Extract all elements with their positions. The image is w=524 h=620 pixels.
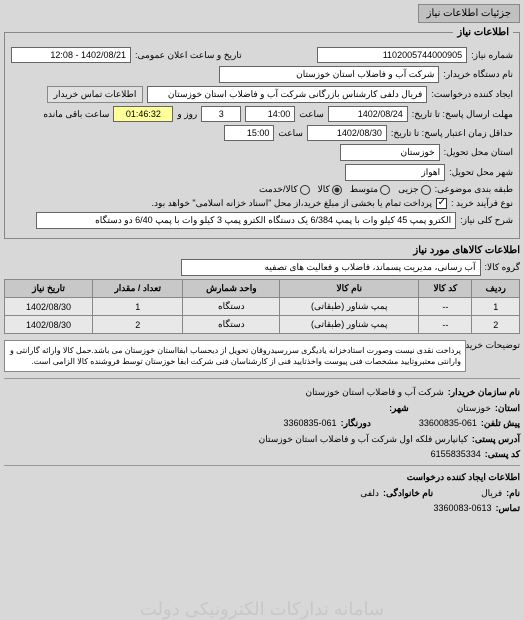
org-name-value: شرکت آب و فاضلاب استان خوزستان	[306, 385, 444, 399]
bottom-section: نام سازمان خریدار: شرکت آب و فاضلاب استا…	[4, 385, 520, 515]
b-province-value: خوزستان	[457, 401, 491, 415]
cell: دستگاه	[183, 298, 280, 316]
city-value: اهواز	[345, 164, 445, 181]
radio-partial[interactable]: جزیی	[398, 184, 431, 195]
cell: 1	[472, 298, 520, 316]
cell: 2	[472, 316, 520, 334]
city-label: شهر محل تحویل:	[449, 167, 513, 178]
package-radio-group: جزیی متوسط کالا کالا/خدمت	[259, 184, 431, 195]
b-address-value: کیانپارس فلکه اول شرکت آب و فاضلاب استان…	[259, 432, 468, 446]
days-value: 3	[201, 106, 241, 122]
request-no-value: 1102005744000905	[317, 47, 467, 63]
th-date: تاریخ نیاز	[5, 280, 93, 298]
time-label-2: ساعت	[278, 128, 303, 139]
b-postcode-label: کد پستی:	[485, 447, 520, 461]
info-fieldset: اطلاعات نیاز شماره نیاز: 110200574400090…	[4, 27, 520, 239]
time-label-1: ساعت	[299, 109, 324, 120]
delivery-date-value: 1402/08/30	[307, 125, 387, 141]
province-value: خوزستان	[340, 144, 440, 161]
watermark: سامانه تدارکات الکترونیکی دولت	[140, 599, 384, 620]
remaining-label: ساعت باقی مانده	[43, 109, 109, 120]
b-tel-value: 3360083-0613	[434, 501, 492, 515]
radio-medium[interactable]: متوسط	[350, 184, 390, 195]
radio-partial-label: جزیی	[398, 184, 419, 195]
cell: --	[419, 316, 472, 334]
cell: پمپ شناور (طبقاتی)	[280, 316, 419, 334]
cell: --	[419, 298, 472, 316]
payment-checkbox[interactable]	[436, 198, 447, 209]
b-lname-label: نام خانوادگی:	[383, 486, 433, 500]
requester-label: ایجاد کننده درخواست:	[431, 89, 513, 100]
days-label: روز و	[177, 109, 197, 120]
cell: پمپ شناور (طبقاتی)	[280, 298, 419, 316]
b-phone-label: پیش تلفن:	[481, 416, 520, 430]
delivery-label: حداقل زمان اعتبار پاسخ: تا تاریخ:	[391, 128, 513, 139]
org-name-label: نام سازمان خریدار:	[448, 385, 520, 399]
radio-medium-label: متوسط	[350, 184, 378, 195]
province-label: استان محل تحویل:	[444, 147, 513, 158]
cell: 1402/08/30	[5, 316, 93, 334]
group-label: گروه کالا:	[485, 262, 520, 273]
buyer-org-value: شرکت آب و فاضلاب استان خوزستان	[219, 66, 439, 83]
desc-value: الکترو پمپ 45 کیلو وات با پمپ 6/384 یک د…	[36, 212, 456, 229]
b-fax-label: دورنگار:	[341, 416, 371, 430]
payment-note: پرداخت تمام یا بخشی از مبلغ خرید،از محل …	[152, 198, 432, 209]
radio-service-label: کالا/خدمت	[259, 184, 298, 195]
cell: دستگاه	[183, 316, 280, 334]
goods-table: ردیف کد کالا نام کالا واحد شمارش تعداد /…	[4, 279, 520, 334]
deadline-label: مهلت ارسال پاسخ: تا تاریخ:	[412, 109, 513, 120]
th-qty: تعداد / مقدار	[93, 280, 183, 298]
remaining-time-value: 01:46:32	[113, 106, 173, 122]
public-date-label: تاریخ و ساعت اعلان عمومی:	[135, 50, 242, 61]
b-name-value: فریال	[481, 486, 502, 500]
public-date-value: 1402/08/21 - 12:08	[11, 47, 131, 63]
b-hr1: اطلاعات ایجاد کننده درخواست	[4, 470, 520, 484]
radio-full-label: کالا	[318, 184, 330, 195]
th-unit: واحد شمارش	[183, 280, 280, 298]
buyer-org-label: نام دستگاه خریدار:	[443, 69, 513, 80]
radio-service[interactable]: کالا/خدمت	[259, 184, 310, 195]
buyer-contact-button[interactable]: اطلاعات تماس خریدار	[47, 86, 144, 103]
fieldset-legend: اطلاعات نیاز	[453, 27, 513, 38]
b-name-label: نام:	[506, 486, 520, 500]
th-row: ردیف	[472, 280, 520, 298]
group-value: آب رسانی، مدیریت پسماند، فاضلاب و فعالیت…	[181, 259, 481, 276]
table-row: 2 -- پمپ شناور (طبقاتی) دستگاه 2 1402/08…	[5, 316, 520, 334]
th-code: کد کالا	[419, 280, 472, 298]
desc-label: شرح کلی نیاز:	[460, 215, 513, 226]
deadline-date-value: 1402/08/24	[328, 106, 408, 122]
requester-value: فریال دلفی کارشناس بازرگانی شرکت آب و فا…	[147, 86, 427, 103]
goods-section-title: اطلاعات کالاهای مورد نیاز	[4, 245, 520, 256]
cell: 1402/08/30	[5, 298, 93, 316]
radio-full[interactable]: کالا	[318, 184, 342, 195]
b-fax-value: 3360835-061	[284, 416, 337, 430]
b-province-label: استان:	[495, 401, 520, 415]
cell: 2	[93, 316, 183, 334]
deadline-time-value: 14:00	[245, 106, 295, 122]
b-postcode-value: 6155835334	[431, 447, 481, 461]
b-phone-value: 33600835-061	[419, 416, 477, 430]
table-row: 1 -- پمپ شناور (طبقاتی) دستگاه 1 1402/08…	[5, 298, 520, 316]
header-tab: جزئیات اطلاعات نیاز	[418, 4, 520, 23]
request-no-label: شماره نیاز:	[471, 50, 513, 61]
b-city-label: شهر:	[389, 401, 409, 415]
buyer-notes-label: توضیحات خریدار:	[470, 340, 520, 351]
b-address-label: آدرس پستی:	[472, 432, 520, 446]
b-lname-value: دلفی	[360, 486, 379, 500]
delivery-time-value: 15:00	[224, 125, 274, 141]
buyer-notes-text: پرداخت نقدی نیست وصورت استادخزانه یادیگر…	[4, 340, 466, 372]
th-name: نام کالا	[280, 280, 419, 298]
purchase-type-label: نوع فرآیند خرید :	[451, 198, 513, 209]
b-tel-label: تماس:	[496, 501, 520, 515]
package-label: طبقه بندی موضوعی:	[435, 184, 513, 195]
cell: 1	[93, 298, 183, 316]
